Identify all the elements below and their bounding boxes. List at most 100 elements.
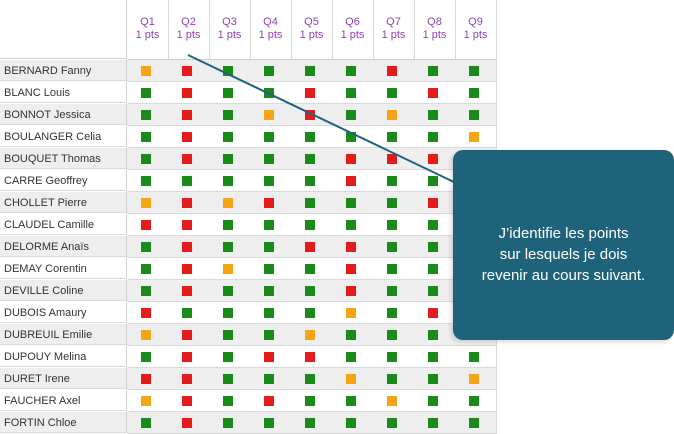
result-marker-green — [469, 418, 479, 428]
student-name: DELORME Anaïs — [0, 236, 127, 257]
result-marker-red — [305, 88, 315, 98]
callout-box: J’identifie les points sur lesquels je d… — [453, 150, 674, 340]
result-marker-green — [305, 176, 315, 186]
result-marker-green — [223, 418, 233, 428]
result-marker-green — [305, 132, 315, 142]
student-name: BONNOT Jessica — [0, 104, 127, 125]
result-marker-green — [141, 264, 151, 274]
result-marker-green — [264, 308, 274, 318]
student-name: CARRE Geoffrey — [0, 170, 127, 191]
result-marker-orange — [141, 198, 151, 208]
result-marker-green — [305, 286, 315, 296]
student-name: DEMAY Corentin — [0, 258, 127, 279]
result-marker-green — [223, 352, 233, 362]
result-marker-green — [428, 66, 438, 76]
student-name: BERNARD Fanny — [0, 60, 127, 81]
question-label: Q9 — [468, 16, 483, 28]
result-marker-red — [182, 352, 192, 362]
result-marker-red — [428, 308, 438, 318]
result-marker-red — [346, 176, 356, 186]
result-marker-orange — [223, 198, 233, 208]
result-marker-green — [264, 220, 274, 230]
student-name: DURET Irene — [0, 368, 127, 389]
result-cell — [455, 104, 497, 126]
student-name: FAUCHER Axel — [0, 390, 127, 411]
result-marker-green — [223, 308, 233, 318]
result-marker-red — [264, 352, 274, 362]
result-marker-green — [264, 242, 274, 252]
result-marker-green — [223, 66, 233, 76]
question-header-2: Q2 1 pts — [168, 0, 210, 60]
pointer-line — [187, 54, 457, 184]
question-header-6: Q6 1 pts — [332, 0, 374, 60]
result-marker-green — [305, 66, 315, 76]
result-marker-green — [428, 330, 438, 340]
result-marker-green — [264, 286, 274, 296]
question-header-4: Q4 1 pts — [250, 0, 292, 60]
result-marker-green — [387, 242, 397, 252]
result-marker-red — [182, 220, 192, 230]
result-marker-green — [264, 374, 274, 384]
result-marker-green — [346, 198, 356, 208]
result-marker-red — [305, 110, 315, 120]
question-points: 1 pts — [176, 29, 201, 41]
result-marker-green — [346, 88, 356, 98]
result-marker-green — [387, 88, 397, 98]
result-marker-orange — [223, 264, 233, 274]
table-row: BERNARD Fanny — [0, 60, 497, 82]
result-marker-red — [428, 198, 438, 208]
result-marker-red — [264, 396, 274, 406]
student-name: FORTIN Chloe — [0, 412, 127, 433]
result-marker-green — [264, 154, 274, 164]
question-header-3: Q3 1 pts — [209, 0, 251, 60]
question-label: Q6 — [345, 16, 360, 28]
result-marker-orange — [305, 330, 315, 340]
result-marker-green — [346, 352, 356, 362]
result-marker-green — [469, 88, 479, 98]
question-points: 1 pts — [381, 29, 406, 41]
result-marker-green — [305, 264, 315, 274]
result-marker-red — [182, 330, 192, 340]
result-cell — [455, 82, 497, 104]
result-marker-green — [387, 264, 397, 274]
result-marker-green — [387, 330, 397, 340]
result-marker-orange — [346, 374, 356, 384]
result-marker-green — [428, 132, 438, 142]
result-marker-red — [264, 198, 274, 208]
student-name: CHOLLET Pierre — [0, 192, 127, 213]
result-cell — [455, 346, 497, 368]
result-marker-orange — [141, 330, 151, 340]
result-marker-green — [428, 110, 438, 120]
result-marker-red — [346, 264, 356, 274]
table-row: BLANC Louis — [0, 82, 497, 104]
result-marker-red — [182, 374, 192, 384]
result-marker-green — [223, 374, 233, 384]
result-marker-green — [223, 220, 233, 230]
result-marker-green — [305, 418, 315, 428]
result-marker-orange — [387, 110, 397, 120]
result-marker-green — [305, 396, 315, 406]
result-marker-green — [305, 220, 315, 230]
result-marker-green — [264, 330, 274, 340]
result-marker-green — [182, 176, 192, 186]
result-marker-green — [387, 198, 397, 208]
result-marker-green — [346, 330, 356, 340]
question-header-8: Q8 1 pts — [414, 0, 456, 60]
result-marker-red — [182, 110, 192, 120]
question-label: Q8 — [427, 16, 442, 28]
result-marker-red — [305, 242, 315, 252]
result-marker-green — [428, 220, 438, 230]
result-cell — [455, 368, 497, 390]
result-marker-red — [141, 374, 151, 384]
result-marker-green — [387, 374, 397, 384]
question-points: 1 pts — [340, 29, 365, 41]
result-marker-green — [428, 264, 438, 274]
result-marker-red — [182, 66, 192, 76]
result-marker-green — [264, 66, 274, 76]
table-row: DURET Irene — [0, 368, 497, 390]
callout-line-2: sur lesquels je dois — [499, 246, 628, 263]
result-marker-green — [223, 242, 233, 252]
result-marker-orange — [387, 396, 397, 406]
result-marker-green — [264, 418, 274, 428]
result-marker-green — [346, 396, 356, 406]
